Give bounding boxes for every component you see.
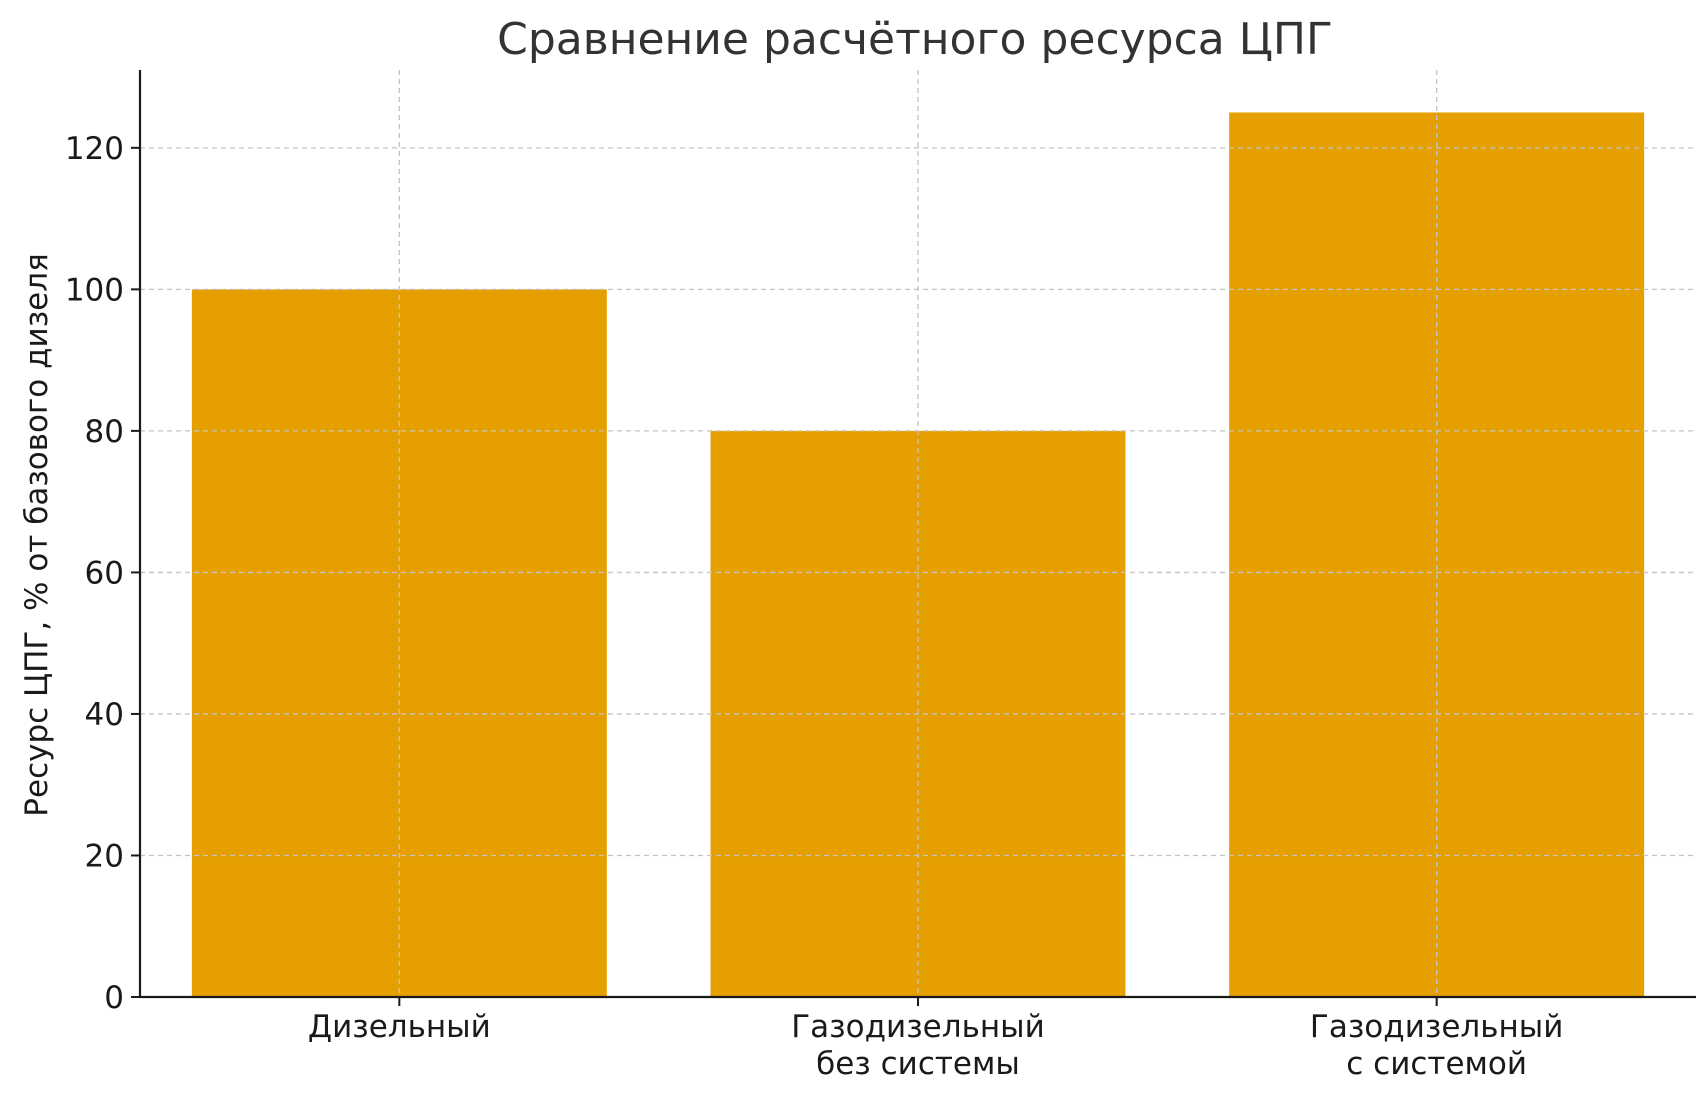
x-tick-label-2-line-1: с системой — [1346, 1046, 1527, 1082]
x-tick-label-0-line-0: Дизельный — [308, 1009, 491, 1045]
y-tick-label-6: 120 — [65, 131, 124, 167]
chart-title: Сравнение расчётного ресурса ЦПГ — [497, 14, 1333, 65]
x-tick-label-2: Газодизельный с системой — [1310, 1009, 1563, 1082]
x-tick-label-0: Дизельный — [308, 1009, 491, 1045]
y-tick-label-4: 80 — [85, 414, 124, 450]
x-tick-label-1-line-1: без системы — [816, 1046, 1020, 1082]
x-tick-label-2-line-0: Газодизельный — [1310, 1009, 1563, 1045]
y-tick-label-0: 0 — [104, 980, 124, 1016]
x-tick-label-1: Газодизельный без системы — [791, 1009, 1044, 1082]
axes — [131, 70, 1696, 1006]
y-axis-label: Ресурс ЦПГ, % от базового дизеля — [19, 253, 55, 816]
x-tick-label-1-line-0: Газодизельный — [791, 1009, 1044, 1045]
y-tick-label-3: 60 — [85, 555, 124, 591]
y-tick-label-2: 40 — [85, 697, 124, 733]
y-tick-label-5: 100 — [65, 272, 124, 308]
grid — [140, 70, 1696, 997]
y-tick-label-1: 20 — [85, 838, 124, 874]
